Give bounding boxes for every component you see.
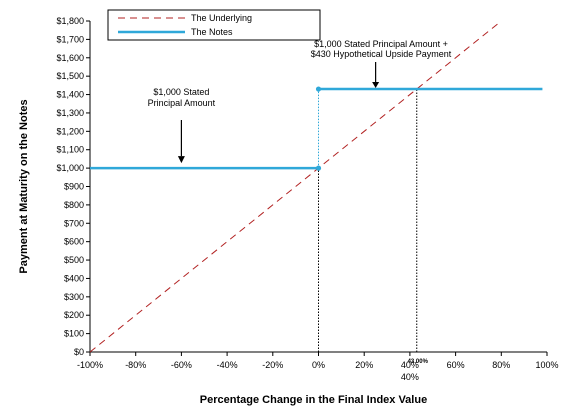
y-axis-title: Payment at Maturity on the Notes [18,99,30,273]
annotation-principal-arrowhead [177,156,185,164]
y-tick-label: $900 [64,182,84,192]
x-tick-label: 80% [492,360,510,370]
x-extra-label-40: 40% [401,372,419,382]
annotation-principal-text: $1,000 Stated [153,87,209,97]
x-extra-label-43: 43.00% [408,359,429,365]
x-tick-label: 20% [355,360,373,370]
x-tick-label: -100% [77,360,103,370]
x-tick-label: -40% [217,360,238,370]
y-tick-label: $1,300 [56,108,84,118]
series-marker [315,86,322,92]
annotation-principal-text: Principal Amount [148,98,216,108]
x-tick-label: -20% [262,360,283,370]
y-tick-label: $1,400 [56,90,84,100]
y-tick-label: $1,600 [56,53,84,63]
legend: The Underlying The Notes [107,9,321,41]
y-tick-label: $400 [64,273,84,283]
legend-label-underlying: The Underlying [191,13,252,23]
annotation-upside-arrowhead [372,82,380,89]
y-tick-label: $700 [64,218,84,228]
y-tick-label: $1,000 [56,163,84,173]
x-axis-title: Percentage Change in the Final Index Val… [200,394,427,406]
y-tick-label: $0 [74,347,84,357]
series-line-underlying [89,20,502,353]
axes-layer: $0 $100 $200 $300 $400 $500 $600 $700 $800 $900 $1… [18,16,559,406]
y-tick-label: $800 [64,200,84,210]
x-tick-label: -80% [125,360,146,370]
y-tick-label: $300 [64,292,84,302]
x-tick-label: 0% [312,360,325,370]
y-tick-label: $1,800 [56,16,84,26]
y-tick-label: $1,500 [56,71,84,81]
y-tick-label: $200 [64,310,84,320]
x-tick-label: 100% [535,360,558,370]
y-tick-label: $1,100 [56,145,84,155]
series-layer [89,20,543,353]
annotation-upside-text: $1,000 Stated Principal Amount + [314,39,448,49]
y-tick-label: $100 [64,329,84,339]
y-tick-label: $1,700 [56,34,84,44]
x-tick-label: -60% [171,360,192,370]
annotation-upside-text: $430 Hypothetical Upside Payment [311,49,452,59]
legend-label-notes: The Notes [191,27,233,37]
legend-box [107,9,321,41]
x-tick-label: 60% [447,360,465,370]
series-marker [315,165,322,171]
y-tick-label: $500 [64,255,84,265]
x-tick-label: 40% [401,360,419,370]
y-tick-label: $1,200 [56,126,84,136]
y-tick-label: $600 [64,237,84,247]
